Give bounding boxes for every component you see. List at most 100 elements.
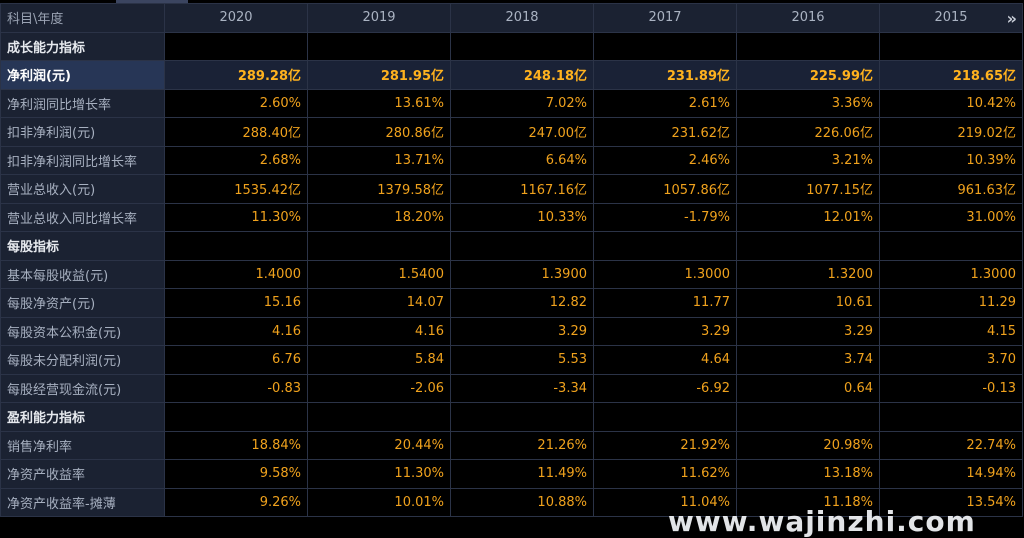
table-row[interactable]: 营业总收入同比增长率 11.30% 18.20% 10.33% -1.79% 12.01%…: [0, 202, 1023, 232]
value-cell: 10.61: [736, 288, 880, 318]
table-row[interactable]: 每股经营现金流(元) -0.83 -2.06 -3.34 -6.92 0.64 -0.13: [0, 373, 1023, 403]
row-label: 基本每股收益(元): [0, 259, 165, 289]
value-cell: 5.84: [307, 345, 451, 375]
value-cell: [307, 231, 451, 261]
table-row[interactable]: 营业总收入(元) 1535.42亿 1379.58亿 1167.16亿 1057.86亿…: [0, 174, 1023, 204]
section-row[interactable]: 盈利能力指标: [0, 402, 1023, 432]
table-row[interactable]: 销售净利率 18.84% 20.44% 21.26% 21.92% 20.98% 22.74…: [0, 430, 1023, 460]
value-cell: [307, 31, 451, 61]
section-row[interactable]: 每股指标: [0, 231, 1023, 261]
value-cell: [307, 402, 451, 432]
value-cell: 11.04%: [593, 487, 737, 517]
table-row[interactable]: 每股资本公积金(元) 4.16 4.16 3.29 3.29 3.29 4.15: [0, 316, 1023, 346]
table-row[interactable]: 净资产收益率-摊薄 9.26% 10.01% 10.88% 11.04% 11.18% 13…: [0, 487, 1023, 517]
value-cell: 31.00%: [879, 202, 1023, 232]
value-cell: 4.16: [307, 316, 451, 346]
value-cell: 1.3000: [593, 259, 737, 289]
header-label: 科目\年度: [0, 3, 165, 33]
value-cell: 7.02%: [450, 88, 594, 118]
row-label: 每股经营现金流(元): [0, 373, 165, 403]
value-cell: 22.74%: [879, 430, 1023, 460]
row-label: 净资产收益率: [0, 459, 165, 489]
year-header[interactable]: 2018: [450, 3, 594, 33]
year-header[interactable]: 2016: [736, 3, 880, 33]
value-cell: [164, 231, 308, 261]
value-cell: -0.13: [879, 373, 1023, 403]
value-cell: 20.44%: [307, 430, 451, 460]
section-title: 盈利能力指标: [0, 402, 165, 432]
value-cell: 11.77: [593, 288, 737, 318]
row-label: 扣非净利润(元): [0, 117, 165, 147]
value-cell: 21.92%: [593, 430, 737, 460]
value-cell: 3.74: [736, 345, 880, 375]
value-cell: 225.99亿: [736, 60, 880, 90]
value-cell: 9.58%: [164, 459, 308, 489]
value-cell: 231.89亿: [593, 60, 737, 90]
value-cell: 4.16: [164, 316, 308, 346]
value-cell: 1.3900: [450, 259, 594, 289]
value-cell: 289.28亿: [164, 60, 308, 90]
value-cell: 3.70: [879, 345, 1023, 375]
value-cell: 14.94%: [879, 459, 1023, 489]
year-header[interactable]: 2017: [593, 3, 737, 33]
section-title: 成长能力指标: [0, 31, 165, 61]
value-cell: [450, 31, 594, 61]
table-row[interactable]: 净资产收益率 9.58% 11.30% 11.49% 11.62% 13.18% 14.94…: [0, 459, 1023, 489]
value-cell: 0.64: [736, 373, 880, 403]
value-cell: [736, 402, 880, 432]
value-cell: 1535.42亿: [164, 174, 308, 204]
active-tab-marker: [116, 0, 188, 3]
value-cell: 1379.58亿: [307, 174, 451, 204]
value-cell: 3.29: [736, 316, 880, 346]
year-header[interactable]: 2015: [879, 3, 1023, 33]
section-row[interactable]: 成长能力指标: [0, 31, 1023, 61]
value-cell: [879, 402, 1023, 432]
value-cell: [736, 231, 880, 261]
value-cell: [879, 31, 1023, 61]
table-row[interactable]: 扣非净利润(元) 288.40亿 280.86亿 247.00亿 231.62亿 226.…: [0, 117, 1023, 147]
value-cell: [593, 31, 737, 61]
value-cell: 20.98%: [736, 430, 880, 460]
value-cell: 13.71%: [307, 145, 451, 175]
value-cell: 247.00亿: [450, 117, 594, 147]
value-cell: 1.3000: [879, 259, 1023, 289]
row-label: 净利润(元): [0, 60, 165, 90]
financial-indicators-table: 科目\年度 2020 2019 2018 2017 2016 2015 成长能力…: [0, 3, 1023, 517]
value-cell: -0.83: [164, 373, 308, 403]
value-cell: 281.95亿: [307, 60, 451, 90]
row-label: 每股资本公积金(元): [0, 316, 165, 346]
value-cell: 2.68%: [164, 145, 308, 175]
value-cell: [593, 231, 737, 261]
table-row[interactable]: 每股净资产(元) 15.16 14.07 12.82 11.77 10.61 11.29: [0, 288, 1023, 318]
value-cell: 13.61%: [307, 88, 451, 118]
value-cell: 13.18%: [736, 459, 880, 489]
value-cell: 5.53: [450, 345, 594, 375]
row-label: 扣非净利润同比增长率: [0, 145, 165, 175]
year-header[interactable]: 2020: [164, 3, 308, 33]
value-cell: [593, 402, 737, 432]
value-cell: 11.49%: [450, 459, 594, 489]
value-cell: 1.3200: [736, 259, 880, 289]
table-row[interactable]: 基本每股收益(元) 1.4000 1.5400 1.3900 1.3000 1.3200 1…: [0, 259, 1023, 289]
value-cell: 3.29: [450, 316, 594, 346]
more-columns-icon[interactable]: »: [1006, 9, 1017, 28]
table-row[interactable]: 扣非净利润同比增长率 2.68% 13.71% 6.64% 2.46% 3.21% 10.3…: [0, 145, 1023, 175]
table-row[interactable]: 净利润(元) 289.28亿 281.95亿 248.18亿 231.89亿 225.99…: [0, 60, 1023, 90]
value-cell: 10.01%: [307, 487, 451, 517]
value-cell: 4.64: [593, 345, 737, 375]
value-cell: 6.64%: [450, 145, 594, 175]
value-cell: 11.62%: [593, 459, 737, 489]
value-cell: 961.63亿: [879, 174, 1023, 204]
year-header[interactable]: 2019: [307, 3, 451, 33]
table-row[interactable]: 每股未分配利润(元) 6.76 5.84 5.53 4.64 3.74 3.70: [0, 345, 1023, 375]
row-label: 净利润同比增长率: [0, 88, 165, 118]
value-cell: 6.76: [164, 345, 308, 375]
value-cell: 3.21%: [736, 145, 880, 175]
row-label: 每股未分配利润(元): [0, 345, 165, 375]
value-cell: 288.40亿: [164, 117, 308, 147]
value-cell: 3.36%: [736, 88, 880, 118]
value-cell: 218.65亿: [879, 60, 1023, 90]
value-cell: [879, 231, 1023, 261]
value-cell: 231.62亿: [593, 117, 737, 147]
table-row[interactable]: 净利润同比增长率 2.60% 13.61% 7.02% 2.61% 3.36% 10.42%: [0, 88, 1023, 118]
